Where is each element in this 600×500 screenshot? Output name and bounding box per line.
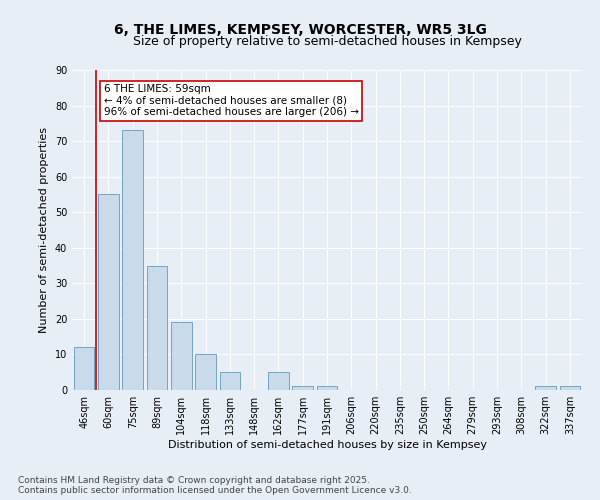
Bar <box>74 348 94 390</box>
X-axis label: Distribution of semi-detached houses by size in Kempsey: Distribution of semi-detached houses by … <box>167 440 487 450</box>
Bar <box>535 386 556 390</box>
Text: Contains HM Land Registry data © Crown copyright and database right 2025.
Contai: Contains HM Land Registry data © Crown c… <box>18 476 412 495</box>
Title: Size of property relative to semi-detached houses in Kempsey: Size of property relative to semi-detach… <box>133 35 521 48</box>
Bar <box>122 130 143 390</box>
Bar <box>195 354 216 390</box>
Text: 6, THE LIMES, KEMPSEY, WORCESTER, WR5 3LG: 6, THE LIMES, KEMPSEY, WORCESTER, WR5 3L… <box>113 22 487 36</box>
Bar <box>98 194 119 390</box>
Bar <box>560 386 580 390</box>
Bar <box>317 386 337 390</box>
Bar <box>146 266 167 390</box>
Bar <box>171 322 191 390</box>
Bar <box>268 372 289 390</box>
Bar <box>292 386 313 390</box>
Bar <box>220 372 240 390</box>
Text: 6 THE LIMES: 59sqm
← 4% of semi-detached houses are smaller (8)
96% of semi-deta: 6 THE LIMES: 59sqm ← 4% of semi-detached… <box>104 84 359 117</box>
Y-axis label: Number of semi-detached properties: Number of semi-detached properties <box>39 127 49 333</box>
